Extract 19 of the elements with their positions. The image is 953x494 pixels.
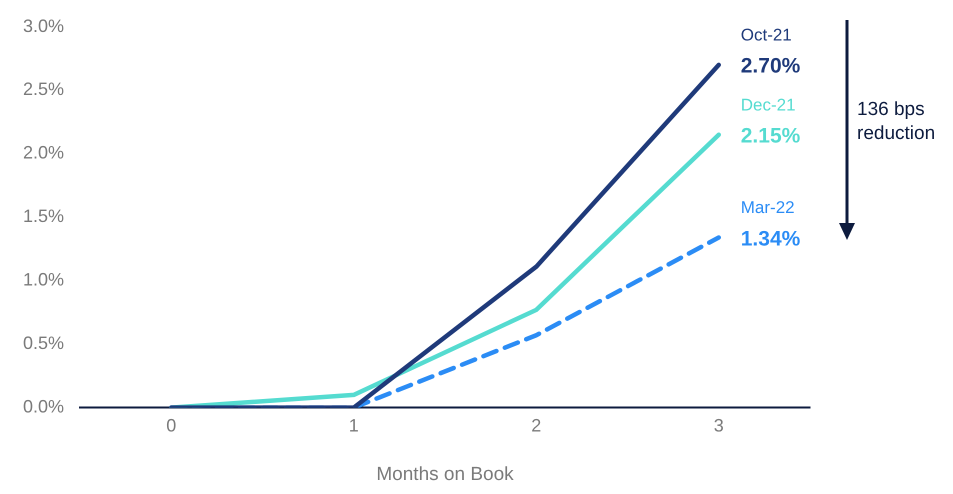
data-label: 2.70% [740,54,801,78]
x-tick-label: 3 [714,415,724,436]
y-tick-label: 1.0% [22,270,64,290]
y-tick-label: 0.0% [22,396,64,417]
series-label: Mar-22 [740,198,795,218]
series-label: Dec-21 [740,95,796,114]
text: 136 bps reduction [857,98,936,146]
data-label: 1.34% [740,227,801,250]
y-tick-label: 2.0% [22,142,64,163]
series-label: Oct-21 [740,26,792,45]
x-axis-title: Months on Book [376,464,514,485]
x-tick-label: 2 [531,415,542,436]
x-tick-label: 1 [348,415,359,436]
x-tick-label: 0 [166,415,176,436]
y-tick-label: 2.5% [22,79,64,100]
data-label: 2.15% [740,124,801,148]
y-tick-label: 0.5% [22,333,64,354]
y-tick-label: 1.5% [22,206,64,226]
y-tick-label: 3.0% [22,16,64,36]
